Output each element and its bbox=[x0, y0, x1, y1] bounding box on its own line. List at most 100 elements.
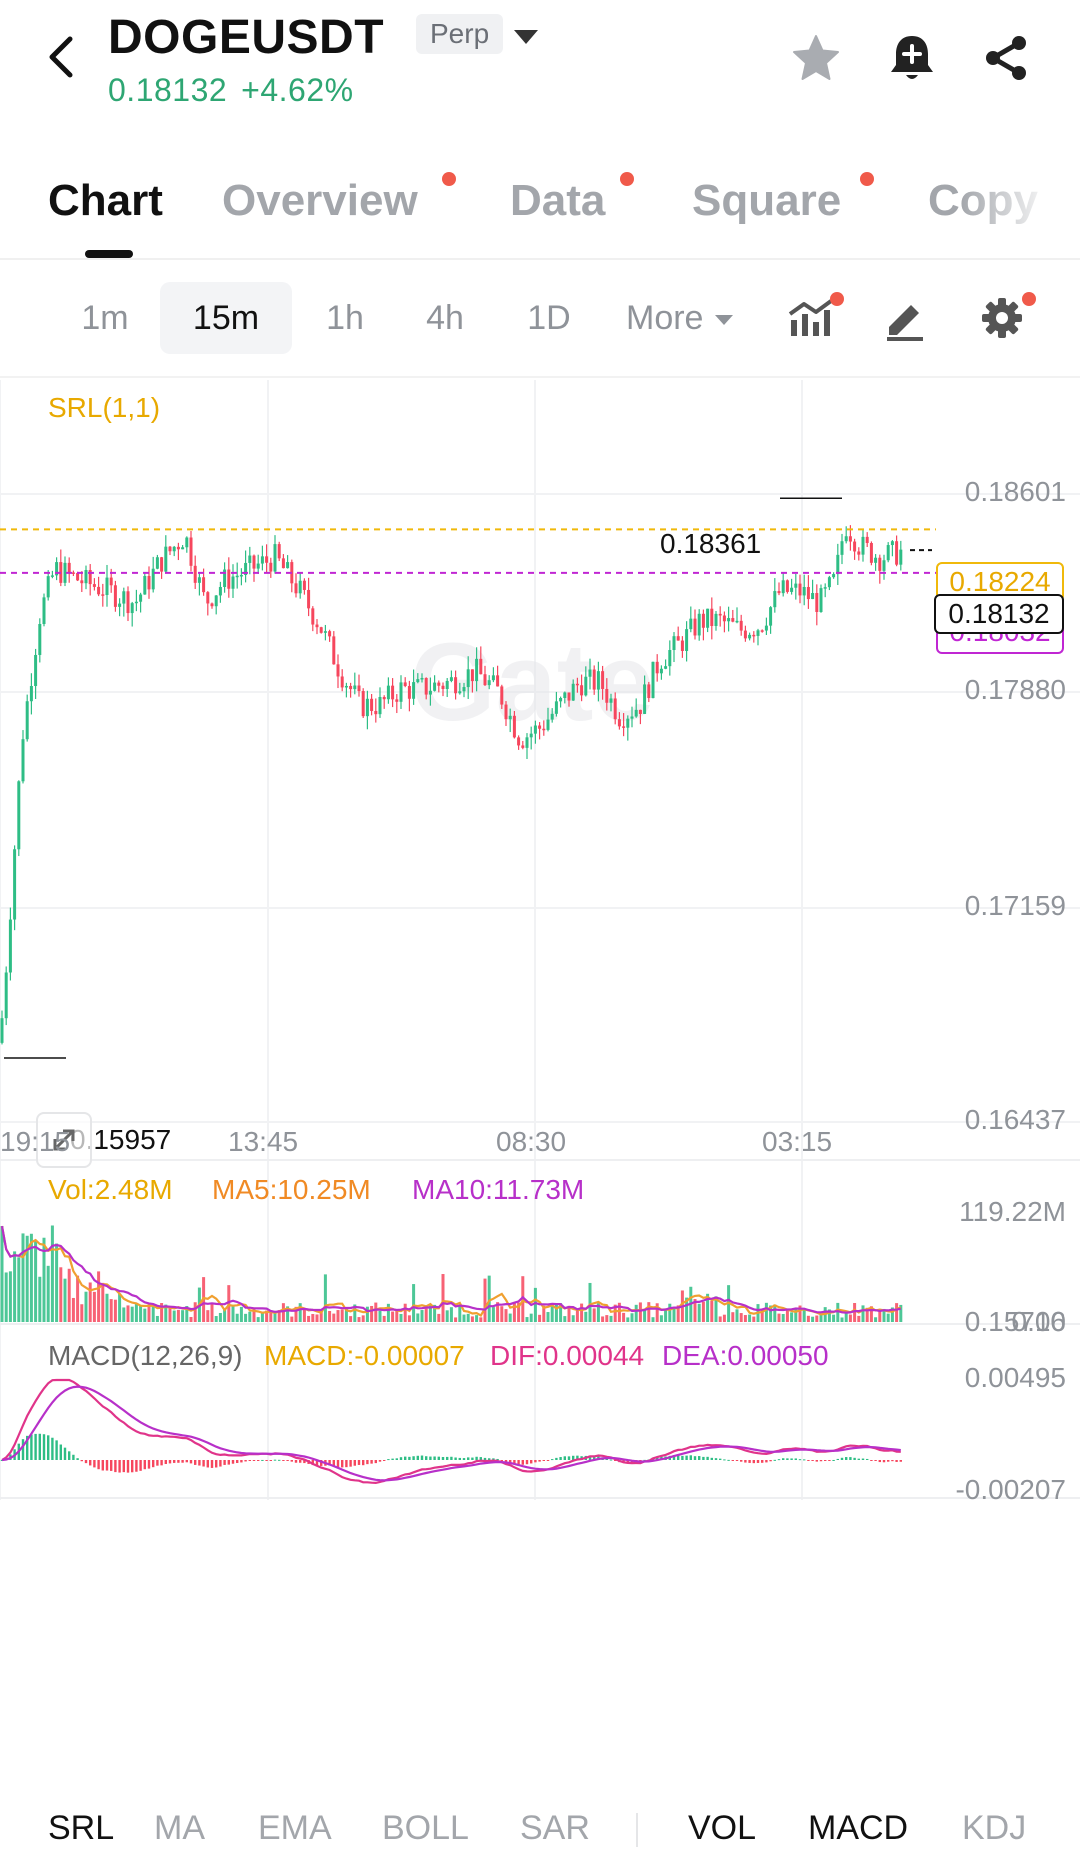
macd-histogram-bar bbox=[173, 1460, 176, 1463]
candle-body bbox=[622, 726, 626, 728]
candle-body bbox=[752, 634, 756, 637]
symbol-title[interactable]: DOGEUSDT bbox=[108, 11, 385, 64]
macd-histogram-bar bbox=[866, 1458, 869, 1460]
volume-bar bbox=[785, 1310, 789, 1322]
candle-body bbox=[235, 575, 239, 578]
tab-overview[interactable]: Overview bbox=[222, 176, 418, 225]
tabs-fade bbox=[960, 160, 1080, 256]
indicator-boll[interactable]: BOLL bbox=[382, 1809, 469, 1847]
macd-histogram-bar bbox=[761, 1460, 764, 1463]
indicator-vol[interactable]: VOL bbox=[688, 1809, 757, 1847]
favorite-button[interactable] bbox=[788, 30, 844, 86]
indicator-sar[interactable]: SAR bbox=[520, 1809, 590, 1847]
chart-settings-button[interactable] bbox=[970, 286, 1034, 350]
candle-body bbox=[760, 630, 764, 632]
tab-square[interactable]: Square bbox=[692, 176, 842, 225]
candle-body bbox=[659, 668, 663, 674]
tab-chart[interactable]: Chart bbox=[48, 176, 163, 225]
vol-value-label: Vol:2.48M bbox=[48, 1174, 173, 1205]
macd-histogram-bar bbox=[698, 1456, 701, 1460]
srl-indicator-label[interactable]: SRL(1,1) bbox=[48, 392, 161, 423]
candle-body bbox=[546, 719, 550, 730]
volume-bar bbox=[454, 1317, 458, 1322]
volume-bar bbox=[769, 1305, 773, 1322]
time-axis-label: 08:30 bbox=[496, 1126, 567, 1157]
tab-data[interactable]: Data bbox=[510, 176, 606, 225]
candle-body bbox=[328, 631, 332, 637]
volume-bar bbox=[857, 1315, 861, 1322]
macd-histogram-bar bbox=[534, 1460, 537, 1463]
candle-body bbox=[664, 666, 668, 669]
macd-histogram-bar bbox=[47, 1435, 50, 1460]
indicator-ema[interactable]: EMA bbox=[258, 1809, 332, 1847]
macd-histogram-bar bbox=[807, 1460, 810, 1461]
volume-bar bbox=[109, 1299, 113, 1322]
active-tab-indicator bbox=[85, 250, 133, 258]
volume-bar bbox=[697, 1303, 701, 1322]
indicators-button[interactable] bbox=[778, 286, 842, 350]
volume-bar bbox=[252, 1307, 256, 1322]
interval-1m[interactable]: 1m bbox=[81, 299, 129, 337]
volume-bar bbox=[286, 1306, 290, 1322]
contract-type-badge[interactable]: Perp bbox=[416, 14, 504, 54]
notification-dot bbox=[830, 292, 844, 306]
volume-bar bbox=[139, 1305, 143, 1322]
high-price-marker: 0.18361 bbox=[660, 528, 762, 559]
volume-bar bbox=[764, 1302, 768, 1322]
chart-area[interactable]: Gate SRL(1,1) 0.18601 0.17880 0.17159 0.… bbox=[0, 380, 1080, 1780]
indicator-srl[interactable]: SRL bbox=[48, 1809, 115, 1847]
candle-body bbox=[777, 591, 781, 594]
candle-body bbox=[286, 562, 290, 569]
candle-body bbox=[815, 593, 819, 612]
fullscreen-toggle[interactable] bbox=[36, 1112, 92, 1168]
macd-histogram-bar bbox=[677, 1455, 680, 1460]
volume-bar bbox=[151, 1306, 155, 1322]
macd-histogram-bar bbox=[353, 1460, 356, 1466]
volume-bar bbox=[332, 1313, 336, 1322]
candle-body bbox=[643, 684, 647, 714]
macd-histogram-bar bbox=[559, 1457, 562, 1460]
current-price-tag[interactable]: 0.18132 bbox=[934, 594, 1064, 634]
volume-bar bbox=[160, 1303, 164, 1322]
interval-more-dropdown[interactable]: More bbox=[626, 282, 756, 354]
macd-histogram-bar bbox=[849, 1457, 852, 1460]
header: DOGEUSDT Perp 0.18132 +4.62% bbox=[0, 0, 1080, 130]
indicator-ma[interactable]: MA bbox=[154, 1809, 205, 1847]
volume-ma10-line bbox=[0, 1225, 902, 1314]
candle-body bbox=[844, 536, 848, 542]
volume-bar bbox=[353, 1304, 357, 1322]
drawing-tools-button[interactable] bbox=[872, 286, 936, 350]
interval-4h[interactable]: 4h bbox=[426, 299, 464, 337]
candle-body bbox=[504, 704, 508, 720]
price-axis-label: 0.18601 bbox=[964, 476, 1066, 507]
macd-value-label: MACD:-0.00007 bbox=[264, 1340, 465, 1371]
macd-histogram-bar bbox=[181, 1460, 184, 1463]
macd-histogram-bar bbox=[891, 1460, 894, 1462]
price-alert-button[interactable] bbox=[884, 30, 940, 86]
interval-15m[interactable]: 15m bbox=[160, 282, 292, 354]
candle-body bbox=[882, 560, 886, 571]
interval-1h[interactable]: 1h bbox=[326, 299, 364, 337]
macd-histogram-bar bbox=[370, 1460, 373, 1464]
interval-1d[interactable]: 1D bbox=[527, 299, 571, 337]
indicator-kdj[interactable]: KDJ bbox=[962, 1809, 1027, 1847]
volume-bar bbox=[500, 1306, 504, 1322]
share-button[interactable] bbox=[978, 30, 1034, 86]
candle-body bbox=[697, 613, 701, 636]
volume-bar bbox=[848, 1314, 852, 1322]
candlestick-chart[interactable]: Gate bbox=[0, 380, 1080, 1780]
indicator-macd[interactable]: MACD bbox=[808, 1809, 909, 1847]
volume-bar bbox=[542, 1305, 546, 1322]
macd-histogram-bar bbox=[299, 1460, 302, 1463]
volume-bar bbox=[882, 1308, 886, 1322]
candle-body bbox=[97, 586, 101, 595]
volume-bar bbox=[244, 1313, 248, 1322]
volume-bar bbox=[714, 1296, 718, 1322]
volume-bar bbox=[462, 1314, 466, 1322]
macd-axis-top: 0.00495 bbox=[964, 1362, 1066, 1393]
volume-bar bbox=[210, 1302, 214, 1322]
back-button[interactable] bbox=[42, 32, 82, 82]
candle-body bbox=[424, 677, 428, 695]
volume-bar bbox=[491, 1307, 495, 1322]
caret-down-icon[interactable] bbox=[514, 30, 538, 44]
